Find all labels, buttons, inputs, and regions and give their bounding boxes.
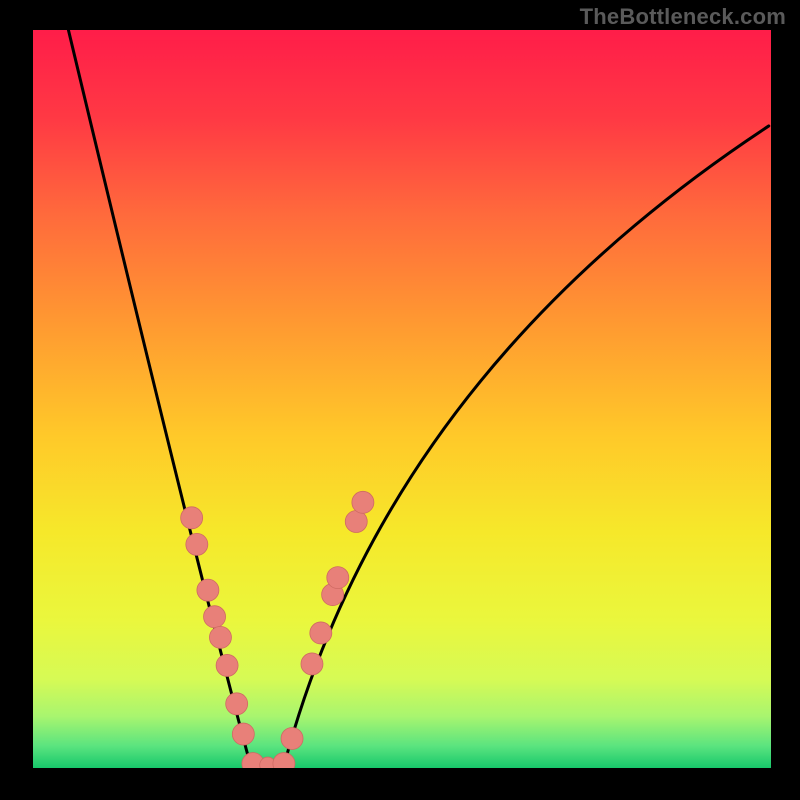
data-point — [186, 533, 208, 555]
watermark-text: TheBottleneck.com — [580, 4, 786, 30]
data-point — [301, 653, 323, 675]
data-point — [204, 606, 226, 628]
data-point — [281, 727, 303, 749]
data-point — [327, 567, 349, 589]
chart-background — [33, 30, 771, 768]
data-point — [197, 579, 219, 601]
data-point — [216, 654, 238, 676]
chart-frame: TheBottleneck.com — [0, 0, 800, 800]
data-point — [352, 491, 374, 513]
data-point — [209, 626, 231, 648]
data-point — [310, 622, 332, 644]
data-point — [181, 507, 203, 529]
data-point — [232, 723, 254, 745]
data-point — [226, 693, 248, 715]
chart-svg — [33, 30, 771, 768]
chart-plot-area — [33, 30, 771, 768]
data-point — [345, 511, 367, 533]
